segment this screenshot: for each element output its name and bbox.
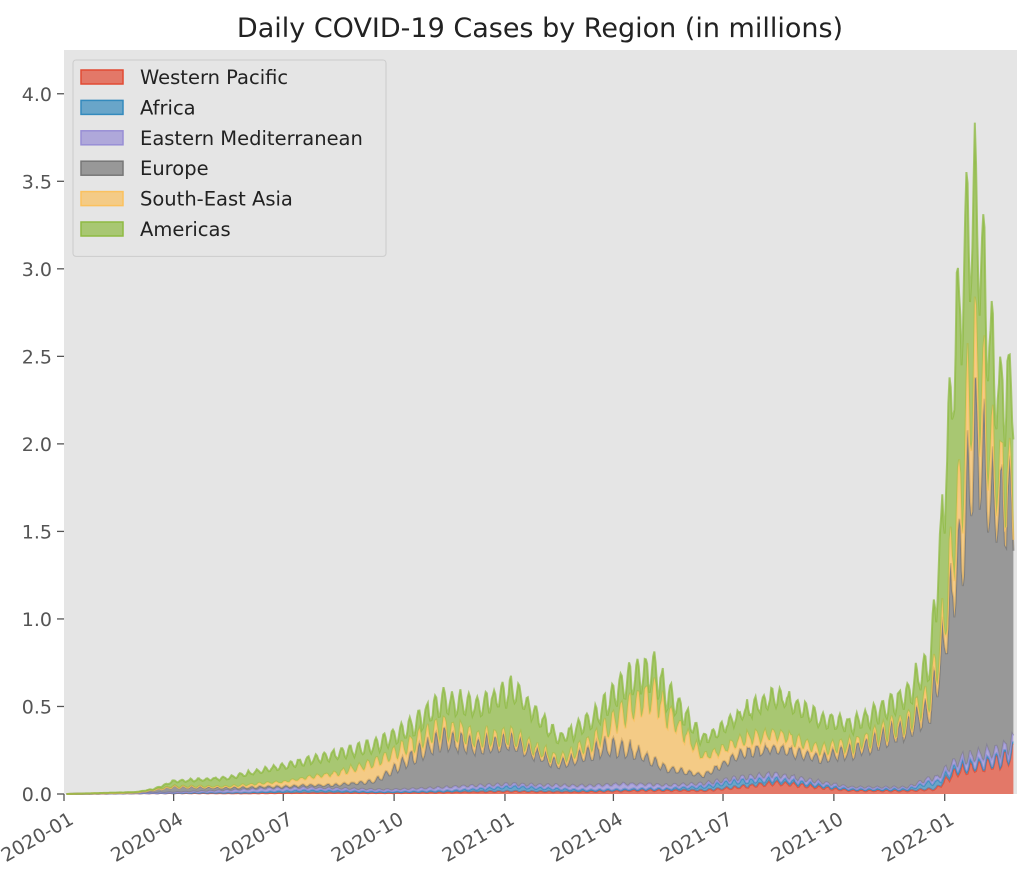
legend-swatch [80, 160, 124, 176]
x-tick-label: 2021-10 [767, 808, 847, 867]
chart-title: Daily COVID-19 Cases by Region (in milli… [237, 13, 843, 44]
x-tick-label: 2021-01 [439, 808, 519, 867]
y-tick-label: 0.0 [22, 784, 52, 806]
x-tick-label: 2020-07 [217, 808, 297, 867]
legend-label: Africa [140, 96, 196, 119]
area-europe [66, 378, 1014, 794]
legend-swatch [80, 69, 124, 85]
y-tick-label: 3.0 [22, 259, 52, 281]
y-tick-label: 2.0 [22, 434, 52, 456]
x-tick-label: 2020-01 [0, 808, 77, 867]
legend-item-western-pacific: Western Pacific [80, 66, 288, 89]
y-tick-label: 1.0 [22, 609, 52, 631]
legend: Western Pacific Africa Eastern Mediterrane… [72, 59, 387, 257]
series-americas [66, 122, 1015, 795]
legend-label: Eastern Mediterranean [140, 127, 363, 150]
x-tick-label: 2020-04 [107, 808, 187, 867]
legend-label: Americas [140, 218, 231, 241]
y-tick-label: 0.5 [22, 696, 52, 718]
legend-item-eastern-mediterranean: Eastern Mediterranean [80, 127, 363, 150]
x-tick-label: 2022-01 [878, 808, 958, 867]
legend-label: Western Pacific [140, 66, 288, 89]
legend-label: Europe [140, 157, 209, 180]
legend-swatch [80, 99, 124, 116]
x-tick-label: 2020-10 [328, 808, 408, 867]
line-americas [66, 122, 1015, 795]
legend-label: South-East Asia [140, 188, 293, 211]
legend-frame [72, 59, 387, 257]
area-series-group [66, 122, 1015, 795]
y-axis: 0.0 0.5 1.0 1.5 2.0 2.5 3.0 3.5 4.0 [22, 84, 64, 806]
legend-item-south-east-asia: South-East Asia [80, 188, 293, 211]
legend-item-americas: Americas [80, 218, 231, 241]
y-tick-label: 4.0 [22, 84, 52, 106]
x-tick-label: 2021-04 [547, 808, 627, 867]
x-tick-label: 2021-07 [657, 808, 737, 867]
legend-item-africa: Africa [80, 96, 196, 119]
legend-swatch [80, 190, 124, 207]
y-tick-label: 1.5 [22, 521, 52, 543]
x-axis: 2020-01 2020-04 2020-07 2020-10 2021-01 2021-… [0, 794, 958, 867]
legend-swatch [80, 130, 124, 146]
y-tick-label: 2.5 [22, 346, 52, 368]
y-tick-label: 3.5 [22, 171, 52, 193]
legend-swatch [80, 221, 124, 237]
area-africa [66, 741, 1014, 794]
legend-item-europe: Europe [80, 157, 209, 180]
